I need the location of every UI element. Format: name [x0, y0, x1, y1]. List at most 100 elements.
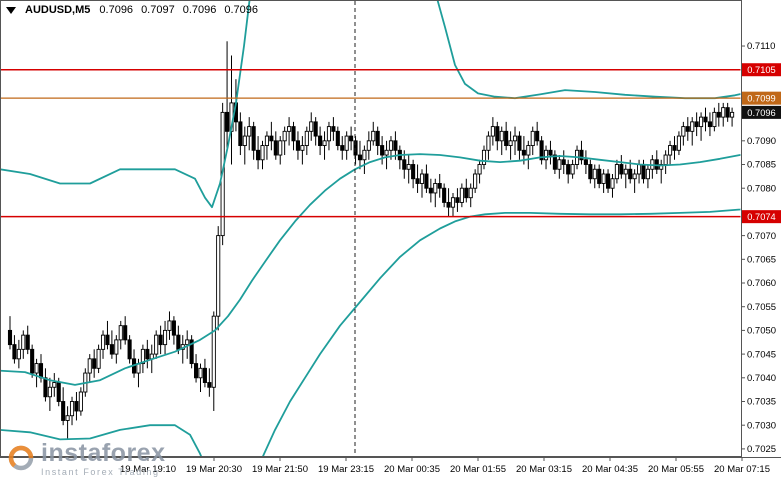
candle-body: [393, 140, 398, 151]
svg-text:0.7096: 0.7096: [747, 108, 775, 118]
time-scale[interactable]: 19 Mar 19:10 19 Mar 20:30 19 Mar 21:50 19 M…: [120, 457, 770, 475]
price-scale-label: 0.7055: [747, 302, 776, 313]
candle-body: [295, 140, 301, 151]
candle-body: [16, 348, 21, 360]
ohlc-low: 0.7096: [182, 4, 217, 16]
time-scale-label: 19 Mar 19:10: [120, 464, 176, 475]
candle-body: [388, 140, 394, 151]
bollinger-upper-line: [1, 1, 741, 209]
price-scale-label: 0.7090: [747, 136, 776, 147]
candle-body: [495, 126, 500, 142]
candle-body: [162, 329, 168, 346]
candle-body: [539, 140, 544, 161]
chart-plot-area[interactable]: [1, 1, 741, 456]
candle-body: [428, 187, 433, 194]
candle-body: [225, 111, 230, 132]
candle-body: [712, 111, 717, 128]
candle-body: [645, 168, 650, 180]
price-scale[interactable]: 0.7110 0.7090 0.7085 0.7080 0.7070 0.7065 0.70…: [741, 41, 776, 455]
candle-body: [548, 149, 553, 156]
candle-body: [340, 145, 345, 151]
time-scale-label: 20 Mar 04:35: [582, 464, 638, 475]
price-badge-0.7099: 0.7099: [742, 91, 781, 105]
candle-body: [610, 178, 615, 189]
candle-body: [685, 126, 690, 132]
candle-body: [7, 329, 13, 346]
candle-body: [52, 382, 57, 388]
candle-body: [322, 140, 327, 147]
candle-body: [512, 135, 518, 142]
candle-body: [659, 164, 664, 170]
candle-body: [269, 135, 274, 142]
candle-body: [100, 334, 106, 350]
candle-body: [508, 140, 513, 147]
candle-body: [521, 149, 526, 156]
price-badge-0.7074: 0.7074: [742, 210, 781, 224]
candle-body: [278, 140, 283, 156]
candle-body: [459, 187, 464, 203]
candle-body: [30, 348, 35, 374]
candle-body: [127, 339, 132, 360]
bollinger-lower-line: [1, 208, 741, 456]
candle-body: [716, 111, 721, 118]
time-scale-label: 20 Mar 05:55: [648, 464, 704, 475]
candle-body: [344, 135, 349, 151]
candle-body: [455, 197, 460, 203]
candle-body: [606, 173, 611, 189]
candle-body: [707, 121, 712, 128]
candle-body: [326, 126, 332, 142]
candle-body: [74, 401, 79, 412]
time-scale-label: 20 Mar 07:15: [714, 464, 770, 475]
candle-body: [543, 149, 549, 161]
candle-body: [189, 339, 194, 365]
candle-body: [628, 168, 633, 180]
candle-body: [477, 164, 482, 175]
candle-body: [375, 130, 380, 147]
candle-body: [216, 235, 221, 317]
candle-body: [105, 334, 110, 346]
price-scale-label: 0.7060: [747, 278, 776, 289]
candle-body: [721, 107, 726, 118]
candle-body: [402, 159, 407, 170]
price-scale-label: 0.7040: [747, 373, 776, 384]
candle-body: [34, 363, 39, 374]
candle-body: [517, 135, 522, 151]
candle-body: [118, 325, 123, 341]
candle-body: [672, 145, 677, 151]
candle-body: [21, 334, 26, 350]
price-scale-label: 0.7110: [747, 41, 775, 52]
ohlc-close: 0.7096: [224, 4, 259, 16]
candle-body: [287, 126, 292, 132]
candle-body: [486, 135, 491, 151]
candle-body: [313, 121, 318, 137]
ohlc-open: 0.7096: [99, 4, 134, 16]
candle-body: [504, 130, 509, 147]
candle-body: [694, 121, 699, 128]
candle-body: [530, 130, 535, 147]
candle-body: [601, 173, 606, 184]
candle-body: [207, 382, 212, 388]
candle-body: [78, 391, 83, 412]
candle-body: [703, 116, 708, 123]
one-click-trading-arrow-icon[interactable]: [6, 6, 16, 14]
candle-body: [566, 164, 571, 175]
candle-body: [349, 135, 354, 142]
candle-body: [273, 140, 278, 156]
candle-body: [481, 149, 487, 165]
time-scale-label: 20 Mar 01:55: [450, 464, 506, 475]
candle-body: [47, 386, 52, 398]
candle-body: [65, 415, 70, 421]
candle-body: [251, 126, 256, 151]
candle-body: [464, 187, 469, 199]
time-scale-label: 19 Mar 20:30: [186, 464, 242, 475]
time-scale-label: 19 Mar 21:50: [252, 464, 308, 475]
candle-body: [614, 164, 619, 180]
candle-body: [526, 145, 531, 156]
price-scale-label: 0.7070: [747, 231, 776, 242]
candle-body: [366, 140, 371, 151]
candle-body: [304, 130, 309, 147]
candle-body: [597, 168, 602, 184]
candle-body: [623, 168, 628, 175]
